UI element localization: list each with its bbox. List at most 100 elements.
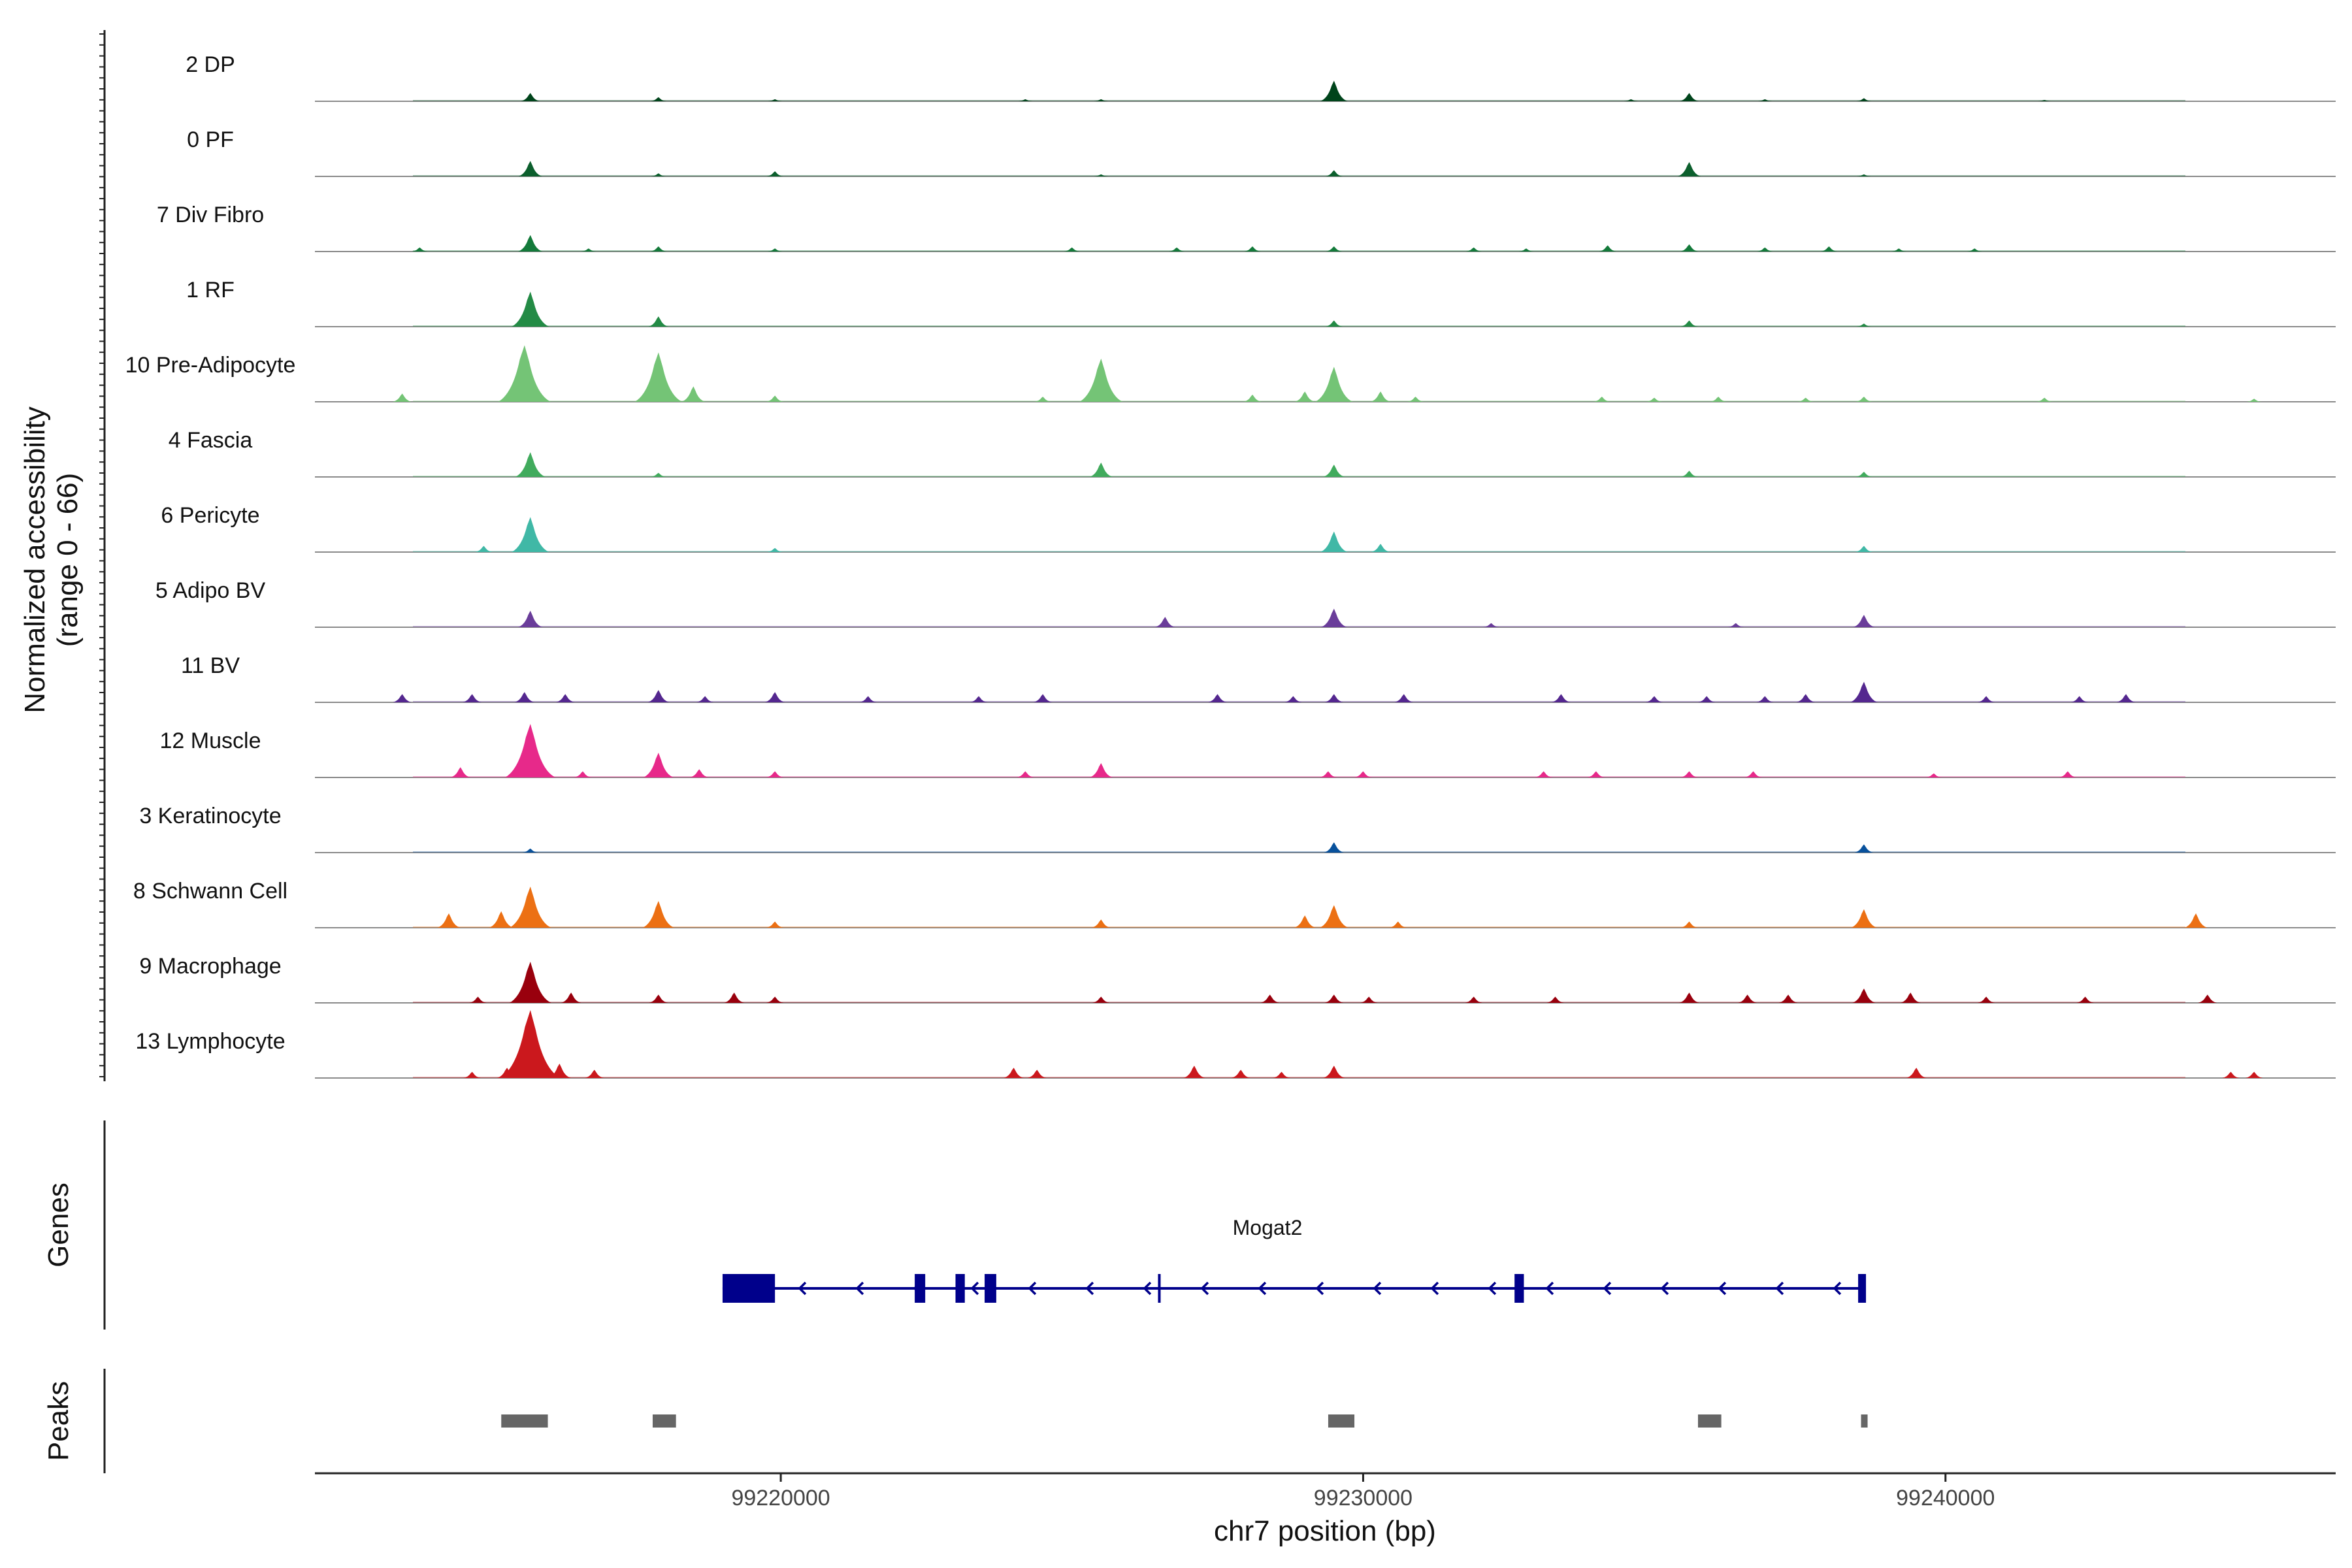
peaks-panel-label: Peaks <box>42 1381 74 1461</box>
track-background-signal <box>413 250 2185 252</box>
coverage-peak <box>2184 913 2208 928</box>
coverage-peak <box>489 911 514 928</box>
coverage-peak <box>1680 921 1698 928</box>
coverage-peak <box>1855 397 1872 402</box>
coverage-peak <box>1820 246 1838 252</box>
peak-region <box>652 1414 676 1428</box>
track-12-muscle: 12 Muscle <box>160 724 2336 778</box>
track-label-6-pericyte: 6 Pericyte <box>161 503 259 528</box>
track-label-10-pre-adipocyte: 10 Pre-Adipocyte <box>125 353 296 378</box>
coverage-peak <box>1017 771 1034 777</box>
coverage-peak <box>515 452 546 477</box>
coverage-peak <box>1698 696 1716 702</box>
coverage-peak <box>1680 244 1699 252</box>
gene-strand-arrow <box>1315 1281 1324 1296</box>
coverage-peak <box>1853 615 1875 627</box>
coverage-peak <box>1033 694 1053 702</box>
coverage-peak <box>518 161 543 176</box>
coverage-peak <box>1370 391 1391 402</box>
coverage-peak <box>1738 994 1757 1003</box>
track-label-8-schwann-cell: 8 Schwann Cell <box>133 879 287 904</box>
coverage-peak <box>518 235 543 252</box>
coverage-peak <box>450 767 471 777</box>
coverage-peak <box>642 901 675 928</box>
coverage-peak <box>689 769 709 777</box>
coverage-peak <box>766 171 783 176</box>
coverage-peak <box>767 248 783 252</box>
coverage-peak <box>1243 394 1262 402</box>
coverage-peak <box>1925 773 1942 777</box>
coverage-peak <box>1260 994 1280 1003</box>
coverage-peak <box>1535 771 1553 777</box>
gene-strand-arrow <box>970 1281 979 1296</box>
coverage-peak <box>766 547 783 552</box>
gene-strand-arrow <box>1488 1281 1497 1296</box>
coverage-peak <box>1324 994 1344 1003</box>
track-background-signal <box>413 325 2185 327</box>
coverage-peak <box>1325 170 1343 176</box>
coverage-peak <box>1089 762 1113 777</box>
coverage-peak <box>1091 919 1111 928</box>
coverage-peak <box>1680 470 1698 477</box>
coverage-peak <box>522 848 539 853</box>
coverage-peak <box>1680 771 1698 777</box>
coverage-peak <box>1796 694 1816 702</box>
coverage-peak <box>1624 99 1639 101</box>
coverage-peak <box>1324 694 1344 702</box>
coverage-peak <box>1646 397 1663 402</box>
track-4-fascia: 4 Fascia <box>169 428 2336 478</box>
coverage-peak <box>1284 696 1302 702</box>
coverage-peak <box>412 247 428 252</box>
coverage-peak <box>1354 771 1372 777</box>
coverage-peak <box>393 694 412 702</box>
gene-name-label: Mogat2 <box>1233 1216 1303 1239</box>
track-label-4-fascia: 4 Fascia <box>169 428 253 453</box>
coverage-peak <box>696 696 714 702</box>
coverage-peak <box>500 1010 561 1078</box>
coverage-peak <box>1744 771 1762 777</box>
coverage-peak <box>1244 246 1261 252</box>
gene-strand-arrow <box>1373 1281 1382 1296</box>
coverage-peak <box>1856 98 1872 101</box>
coverage-peak <box>1169 247 1185 252</box>
coverage-peak <box>1320 531 1348 552</box>
gene-exon <box>955 1274 965 1303</box>
x-axis-ticks: 99220000 99230000 99240000 <box>731 1473 1995 1511</box>
coverage-peak <box>1027 1070 1047 1078</box>
coverage-peak <box>1273 1071 1290 1078</box>
coverage-peak <box>509 886 551 928</box>
coverage-peak <box>1319 905 1348 928</box>
track-label-13-lymphocyte: 13 Lymphocyte <box>135 1029 285 1054</box>
coverage-peak <box>681 386 706 402</box>
coverage-peak <box>1018 99 1033 101</box>
gene-strand-arrow <box>855 1281 864 1296</box>
coverage-peak <box>1587 771 1605 777</box>
coverage-peak <box>2036 397 2053 402</box>
coverage-peak <box>1546 996 1564 1003</box>
track-11-bv: 11 BV <box>181 653 2336 703</box>
coverage-peak <box>1977 696 1995 702</box>
coverage-peak <box>1231 1070 1250 1078</box>
track-background-signal <box>413 1002 2185 1003</box>
track-background-signal <box>413 476 2185 477</box>
coverage-peak <box>970 696 988 702</box>
track-0-pf: 0 PF <box>187 127 2336 177</box>
coverage-peak <box>1208 694 1227 702</box>
coverage-peak <box>648 316 669 327</box>
coverage-peak <box>1483 623 1499 627</box>
coverage-peak <box>1852 988 1876 1003</box>
coverage-peak <box>1004 1068 1024 1078</box>
coverage-tracks: 2 DP 0 PF 7 Div Fibro 1 RF 10 Pre-Adipocyte 4… <box>125 52 2336 1079</box>
gene-exon <box>1858 1274 1867 1303</box>
coverage-peak <box>555 694 575 702</box>
coverage-peak <box>1977 996 1995 1003</box>
coverage-peak <box>1323 465 1345 477</box>
coverage-peak <box>2070 696 2089 702</box>
coverage-peak <box>650 97 667 101</box>
coverage-peak <box>1094 99 1109 101</box>
coverage-peak <box>1154 617 1175 627</box>
track-label-9-macrophage: 9 Macrophage <box>139 954 281 979</box>
coverage-peak <box>1092 996 1110 1003</box>
coverage-peak <box>1315 367 1353 402</box>
coverage-peak <box>581 248 596 252</box>
